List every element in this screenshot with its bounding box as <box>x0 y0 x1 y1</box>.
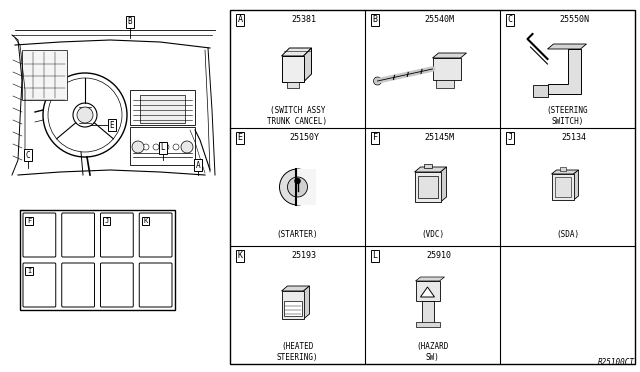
Polygon shape <box>440 167 447 202</box>
FancyBboxPatch shape <box>140 263 172 307</box>
Text: (STEERING
SWITCH): (STEERING SWITCH) <box>547 106 588 126</box>
FancyBboxPatch shape <box>61 263 95 307</box>
Bar <box>282 291 303 319</box>
Circle shape <box>163 144 169 150</box>
Text: 25550N: 25550N <box>559 16 589 25</box>
Bar <box>230 10 635 364</box>
Polygon shape <box>552 170 579 174</box>
Text: 25540M: 25540M <box>424 16 454 25</box>
Text: (SDA): (SDA) <box>556 230 579 238</box>
Bar <box>284 301 301 316</box>
FancyBboxPatch shape <box>100 263 133 307</box>
Polygon shape <box>415 167 447 172</box>
Circle shape <box>173 144 179 150</box>
Text: F: F <box>27 218 31 224</box>
Bar <box>424 164 431 168</box>
Bar <box>433 58 461 80</box>
Text: 25150Y: 25150Y <box>289 134 319 142</box>
Bar <box>559 167 566 171</box>
FancyBboxPatch shape <box>61 213 95 257</box>
Polygon shape <box>433 53 467 58</box>
Text: 25145M: 25145M <box>424 134 454 142</box>
Bar <box>130 90 195 125</box>
Text: E: E <box>109 121 115 129</box>
Bar <box>552 174 573 200</box>
Bar <box>554 177 570 197</box>
Polygon shape <box>303 286 310 319</box>
Text: E: E <box>237 134 243 142</box>
Text: B: B <box>372 16 378 25</box>
Text: (SWITCH ASSY
TRUNK CANCEL): (SWITCH ASSY TRUNK CANCEL) <box>268 106 328 126</box>
Bar <box>287 82 298 88</box>
Text: B: B <box>128 17 132 26</box>
Text: J: J <box>104 218 109 224</box>
Text: C: C <box>26 151 30 160</box>
Bar <box>422 301 433 323</box>
Circle shape <box>287 177 307 197</box>
Bar <box>130 127 195 165</box>
Circle shape <box>280 169 316 205</box>
Circle shape <box>143 144 149 150</box>
Bar <box>415 322 440 327</box>
Circle shape <box>153 144 159 150</box>
Text: (VDC): (VDC) <box>421 230 444 238</box>
Text: (STARTER): (STARTER) <box>276 230 318 238</box>
Text: 25134: 25134 <box>562 134 587 142</box>
Text: 25381: 25381 <box>292 16 317 25</box>
Text: C: C <box>508 16 513 25</box>
Text: I: I <box>27 268 31 274</box>
Bar <box>532 85 547 97</box>
Bar <box>22 50 67 100</box>
Bar <box>282 56 303 82</box>
Bar <box>435 80 454 88</box>
Circle shape <box>374 77 381 85</box>
Polygon shape <box>573 170 579 200</box>
Polygon shape <box>547 49 580 94</box>
Circle shape <box>132 141 144 153</box>
Bar <box>417 176 438 198</box>
Text: (HAZARD
SW): (HAZARD SW) <box>416 342 449 362</box>
Bar <box>140 95 185 123</box>
Bar <box>415 172 440 202</box>
Polygon shape <box>415 277 445 281</box>
Circle shape <box>77 107 93 123</box>
FancyBboxPatch shape <box>23 263 56 307</box>
Text: (HEATED
STEERING): (HEATED STEERING) <box>276 342 318 362</box>
Text: 25193: 25193 <box>292 251 317 260</box>
Circle shape <box>294 178 301 184</box>
Text: K: K <box>143 218 147 224</box>
Text: J: J <box>508 134 513 142</box>
Text: K: K <box>237 251 243 260</box>
Bar <box>415 281 440 301</box>
Text: L: L <box>372 251 378 260</box>
Text: F: F <box>372 134 378 142</box>
Circle shape <box>181 141 193 153</box>
Circle shape <box>133 144 139 150</box>
Polygon shape <box>282 48 312 56</box>
Text: L: L <box>161 144 165 153</box>
Bar <box>296 169 316 205</box>
Bar <box>20 210 175 310</box>
FancyBboxPatch shape <box>100 213 133 257</box>
Text: A: A <box>196 160 200 170</box>
Polygon shape <box>547 44 586 49</box>
FancyBboxPatch shape <box>140 213 172 257</box>
Polygon shape <box>303 48 312 82</box>
Polygon shape <box>282 286 310 291</box>
FancyBboxPatch shape <box>23 213 56 257</box>
Text: 25910: 25910 <box>427 251 452 260</box>
Text: A: A <box>237 16 243 25</box>
Polygon shape <box>420 287 435 297</box>
Circle shape <box>183 144 189 150</box>
Text: R25100CT: R25100CT <box>598 358 635 367</box>
